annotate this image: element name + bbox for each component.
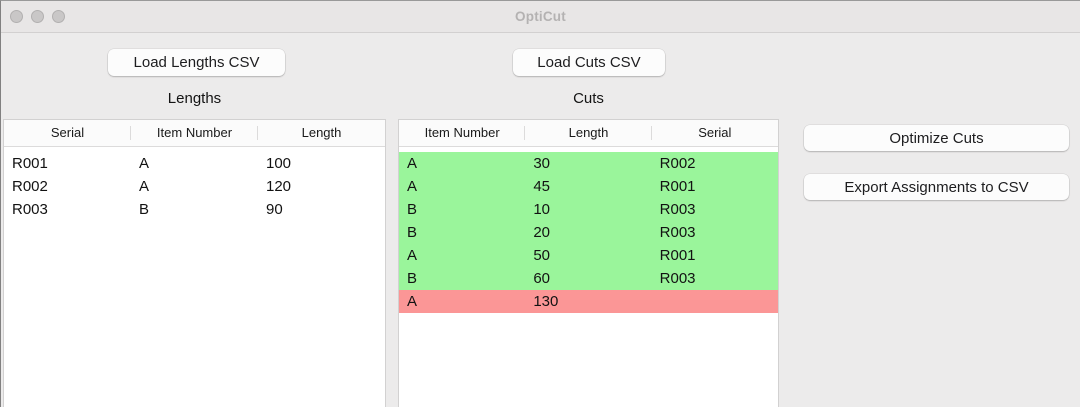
column-header-serial[interactable]: Serial bbox=[4, 120, 131, 146]
cuts-table[interactable]: Item Number Length Serial A 30 R002 A 45 R001 B 10… bbox=[398, 119, 779, 407]
table-cell: 60 bbox=[533, 270, 551, 287]
minimize-button[interactable] bbox=[31, 10, 44, 23]
lengths-section-title: Lengths bbox=[167, 90, 222, 107]
table-cell: A bbox=[139, 178, 150, 195]
table-cell: 120 bbox=[266, 178, 292, 195]
table-cell: B bbox=[407, 224, 418, 241]
table-cell: 45 bbox=[533, 178, 551, 195]
close-button[interactable] bbox=[10, 10, 23, 23]
table-cell: A bbox=[407, 178, 418, 195]
table-cell: R003 bbox=[659, 270, 696, 287]
table-cell: A bbox=[407, 247, 418, 264]
table-cell: R001 bbox=[659, 178, 696, 195]
table-row[interactable]: A 130 bbox=[399, 290, 778, 313]
table-row[interactable]: R001 A 100 bbox=[4, 152, 385, 175]
column-header-length[interactable]: Length bbox=[301, 125, 342, 140]
table-header-row: Serial Item Number Length bbox=[4, 120, 385, 147]
table-cell: A bbox=[407, 155, 418, 172]
table-cell: B bbox=[407, 201, 418, 218]
table-cell: 10 bbox=[533, 201, 551, 218]
lengths-table[interactable]: Serial Item Number Length R001 A 100 R002 A 120 R… bbox=[3, 119, 386, 407]
table-cell: 90 bbox=[266, 201, 283, 218]
table-cell: R002 bbox=[12, 178, 48, 195]
column-header-serial[interactable]: Serial bbox=[698, 125, 732, 140]
titlebar: OptiCut bbox=[1, 1, 1080, 33]
table-cell: 130 bbox=[533, 293, 559, 310]
window-title: OptiCut bbox=[515, 9, 566, 24]
table-cell: R002 bbox=[659, 155, 696, 172]
table-body: A 30 R002 A 45 R001 B 10 R003 B 20 R003 A 50 R001 B 60 R0… bbox=[399, 152, 778, 313]
table-cell: A bbox=[139, 155, 150, 172]
table-cell: 20 bbox=[533, 224, 551, 241]
traffic-lights bbox=[10, 10, 65, 23]
table-row[interactable]: B 60 R003 bbox=[399, 267, 778, 290]
table-row[interactable]: A 45 R001 bbox=[399, 175, 778, 198]
load-cuts-csv-button[interactable]: Load Cuts CSV bbox=[513, 49, 665, 76]
table-cell: 100 bbox=[266, 155, 292, 172]
table-cell: B bbox=[407, 270, 418, 287]
table-row[interactable]: A 50 R001 bbox=[399, 244, 778, 267]
load-lengths-csv-button[interactable]: Load Lengths CSV bbox=[108, 49, 285, 76]
table-row[interactable]: R002 A 120 bbox=[4, 175, 385, 198]
table-cell: A bbox=[407, 293, 418, 310]
table-body: R001 A 100 R002 A 120 R003 B 90 bbox=[4, 152, 385, 221]
table-row[interactable]: A 30 R002 bbox=[399, 152, 778, 175]
export-assignments-button[interactable]: Export Assignments to CSV bbox=[804, 174, 1069, 200]
table-row[interactable]: B 20 R003 bbox=[399, 221, 778, 244]
table-cell: R001 bbox=[659, 247, 696, 264]
table-cell: R003 bbox=[12, 201, 48, 218]
table-cell: 30 bbox=[533, 155, 551, 172]
table-row[interactable]: R003 B 90 bbox=[4, 198, 385, 221]
table-cell: 50 bbox=[533, 247, 551, 264]
optimize-cuts-button[interactable]: Optimize Cuts bbox=[804, 125, 1069, 151]
table-cell: R001 bbox=[12, 155, 48, 172]
table-cell bbox=[652, 290, 778, 313]
table-cell: R003 bbox=[659, 201, 696, 218]
column-header-length[interactable]: Length bbox=[525, 120, 652, 146]
table-row[interactable]: B 10 R003 bbox=[399, 198, 778, 221]
cuts-section-title: Cuts bbox=[573, 90, 604, 107]
table-header-row: Item Number Length Serial bbox=[399, 120, 778, 147]
zoom-button[interactable] bbox=[52, 10, 65, 23]
table-cell: B bbox=[139, 201, 150, 218]
column-header-item-number[interactable]: Item Number bbox=[131, 120, 258, 146]
table-cell: R003 bbox=[659, 224, 696, 241]
column-header-item-number[interactable]: Item Number bbox=[399, 120, 526, 146]
